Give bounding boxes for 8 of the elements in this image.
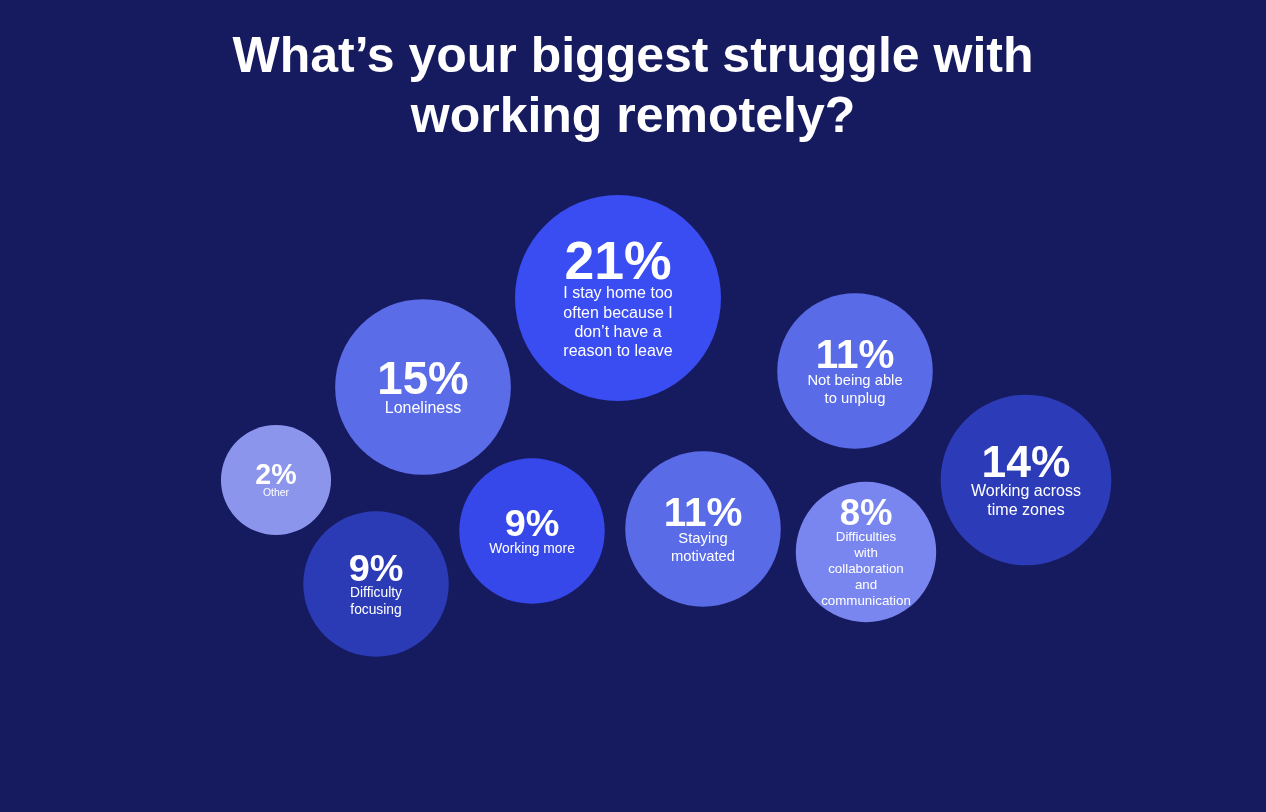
category-label: Other	[262, 487, 290, 499]
category-label: Staying motivated	[670, 530, 736, 564]
category-label: Loneliness	[384, 398, 462, 416]
category-label: Working across time zones	[971, 481, 1081, 518]
category-label: I stay home too often because I don’t have a reason to leave	[563, 284, 673, 359]
category-label: Working more	[489, 539, 576, 556]
text: What’s your biggest struggle with working remotely?	[232, 27, 1034, 143]
category-label: Not being able to unplug	[807, 372, 903, 406]
